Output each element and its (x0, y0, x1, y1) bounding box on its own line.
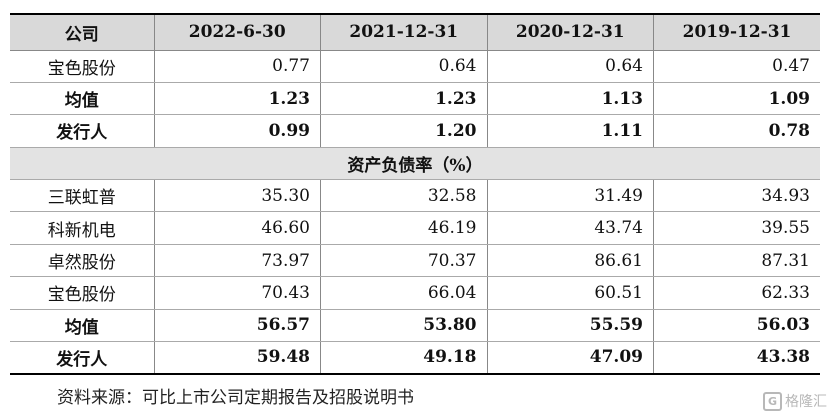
cell-value: 0.64 (320, 50, 487, 83)
cell-value: 53.80 (320, 309, 487, 343)
row-label: 卓然股份 (10, 244, 154, 278)
cell-value: 35.30 (153, 179, 321, 213)
cell-value: 0.47 (653, 50, 820, 83)
row-label: 科新机电 (10, 211, 154, 245)
table-row-average: 均值 56.57 53.80 55.59 56.03 (10, 309, 820, 343)
cell-value: 43.74 (486, 211, 654, 245)
table-row: 卓然股份 73.97 70.37 86.61 87.31 (10, 244, 820, 278)
section-title: 资产负债率（%） (10, 147, 820, 181)
row-label: 均值 (10, 82, 154, 116)
cell-value: 0.78 (653, 114, 820, 148)
watermark-text: 格隆汇 (785, 394, 827, 410)
cell-value: 1.20 (320, 114, 487, 148)
cell-value: 0.77 (153, 50, 321, 83)
cell-value: 1.09 (653, 82, 820, 116)
row-label: 均值 (10, 309, 154, 343)
cell-value: 49.18 (320, 341, 487, 375)
cell-value: 32.58 (320, 179, 487, 213)
cell-value: 56.03 (653, 309, 820, 343)
cell-value: 60.51 (486, 276, 654, 310)
cell-value: 0.99 (153, 114, 321, 148)
cell-value: 70.37 (320, 244, 487, 278)
row-label: 发行人 (10, 341, 154, 375)
cell-value: 1.23 (320, 82, 487, 116)
cell-value: 46.19 (320, 211, 487, 245)
table-row-issuer: 发行人 0.99 1.20 1.11 0.78 (10, 114, 820, 148)
source-note: 资料来源：可比上市公司定期报告及招股说明书 (57, 388, 414, 408)
table-row: 宝色股份 70.43 66.04 60.51 62.33 (10, 276, 820, 310)
row-label: 发行人 (10, 114, 154, 148)
financial-ratio-table: 公司 2022-6-30 2021-12-31 2020-12-31 2019-… (10, 13, 820, 375)
header-2022-6-30: 2022-6-30 (153, 13, 321, 51)
table-row-average: 均值 1.23 1.23 1.13 1.09 (10, 82, 820, 116)
cell-value: 56.57 (153, 309, 321, 343)
gelonghui-logo-icon: G (763, 391, 782, 411)
cell-value: 66.04 (320, 276, 487, 310)
table-row: 宝色股份 0.77 0.64 0.64 0.47 (10, 50, 820, 83)
table-row: 科新机电 46.60 46.19 43.74 39.55 (10, 211, 820, 245)
data-table-container: 公司 2022-6-30 2021-12-31 2020-12-31 2019-… (10, 13, 820, 375)
watermark: G 格隆汇 (763, 391, 827, 411)
cell-value: 39.55 (653, 211, 820, 245)
cell-value: 55.59 (486, 309, 654, 343)
cell-value: 1.11 (486, 114, 654, 148)
cell-value: 70.43 (153, 276, 321, 310)
cell-value: 34.93 (653, 179, 820, 213)
cell-value: 43.38 (653, 341, 820, 375)
section-header-row: 资产负债率（%） (10, 147, 820, 181)
row-label: 宝色股份 (10, 276, 154, 310)
cell-value: 87.31 (653, 244, 820, 278)
row-label: 宝色股份 (10, 50, 154, 83)
table-row-issuer: 发行人 59.48 49.18 47.09 43.38 (10, 341, 820, 375)
header-2021-12-31: 2021-12-31 (320, 13, 487, 51)
cell-value: 86.61 (486, 244, 654, 278)
header-2020-12-31: 2020-12-31 (486, 13, 654, 51)
cell-value: 59.48 (153, 341, 321, 375)
table-row: 三联虹普 35.30 32.58 31.49 34.93 (10, 179, 820, 213)
header-2019-12-31: 2019-12-31 (653, 13, 820, 51)
cell-value: 46.60 (153, 211, 321, 245)
cell-value: 31.49 (486, 179, 654, 213)
row-label: 三联虹普 (10, 179, 154, 213)
header-company: 公司 (10, 13, 154, 51)
cell-value: 1.23 (153, 82, 321, 116)
cell-value: 47.09 (486, 341, 654, 375)
cell-value: 62.33 (653, 276, 820, 310)
cell-value: 0.64 (486, 50, 654, 83)
cell-value: 1.13 (486, 82, 654, 116)
table-header-row: 公司 2022-6-30 2021-12-31 2020-12-31 2019-… (10, 13, 820, 51)
cell-value: 73.97 (153, 244, 321, 278)
